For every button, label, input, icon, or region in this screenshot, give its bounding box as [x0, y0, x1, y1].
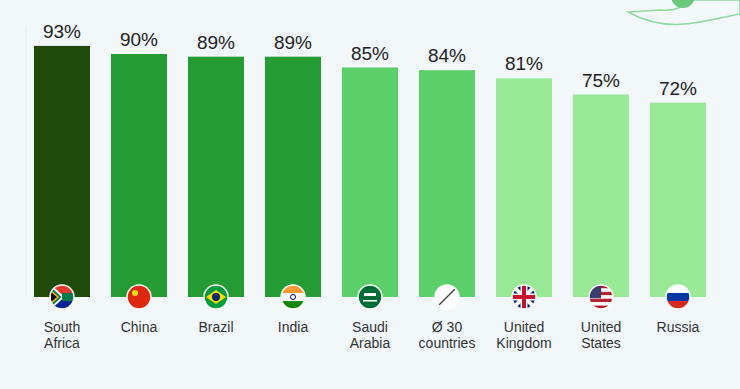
- x-tick-label: SaudiArabia: [350, 319, 391, 351]
- bar: [265, 57, 321, 297]
- bar: [573, 95, 629, 298]
- chart-container: 93% SouthAfrica 90% China 89% Brazil 89% India 8…: [0, 0, 740, 389]
- flag-icon: [589, 285, 613, 309]
- flag-icon: [50, 285, 74, 309]
- chart-svg: 93% SouthAfrica 90% China 89% Brazil 89% India 8…: [0, 0, 740, 389]
- x-tick-label: Ø 30countries: [419, 319, 476, 351]
- data-label: 81%: [505, 53, 543, 74]
- x-tick-label: SouthAfrica: [44, 319, 81, 351]
- x-tick-label: China: [121, 319, 158, 335]
- flag-border: [589, 285, 613, 309]
- flag-border: [281, 285, 305, 309]
- flag-icon: [512, 285, 536, 309]
- y-axis-line: [26, 27, 27, 297]
- flag-icon: [358, 285, 382, 309]
- flag-icon: [281, 285, 305, 309]
- data-label: 89%: [197, 32, 235, 53]
- data-label: 85%: [351, 43, 389, 64]
- bar: [496, 78, 552, 297]
- x-tick-label: UnitedStates: [581, 319, 621, 351]
- flag-border: [435, 285, 459, 309]
- bar: [188, 57, 244, 297]
- flag-border: [50, 285, 74, 309]
- bar: [34, 46, 90, 297]
- flag-border: [204, 285, 228, 309]
- flag-icon: [204, 285, 228, 309]
- flag-border: [358, 285, 382, 309]
- data-label: 72%: [659, 78, 697, 99]
- bars: [34, 46, 706, 297]
- x-tick-label: Russia: [657, 319, 700, 335]
- flag-icon: [435, 285, 459, 309]
- bar: [342, 68, 398, 298]
- data-label: 90%: [120, 29, 158, 50]
- labels: 93% SouthAfrica 90% China 89% Brazil 89% India 8…: [43, 21, 700, 351]
- data-label: 93%: [43, 21, 81, 42]
- data-label: 89%: [274, 32, 312, 53]
- x-tick-label: UnitedKingdom: [496, 319, 551, 351]
- flag-border: [512, 285, 536, 309]
- x-tick-label: Brazil: [198, 319, 233, 335]
- data-label: 84%: [428, 45, 466, 66]
- flag-border: [127, 285, 151, 309]
- flag-icon: [666, 285, 690, 309]
- flag-border: [666, 285, 690, 309]
- x-tick-label: India: [278, 319, 309, 335]
- data-label: 75%: [582, 70, 620, 91]
- bar: [111, 54, 167, 297]
- decoration: [671, 0, 695, 8]
- bar: [650, 103, 706, 297]
- bar: [419, 70, 475, 297]
- flag-icon: [127, 285, 151, 309]
